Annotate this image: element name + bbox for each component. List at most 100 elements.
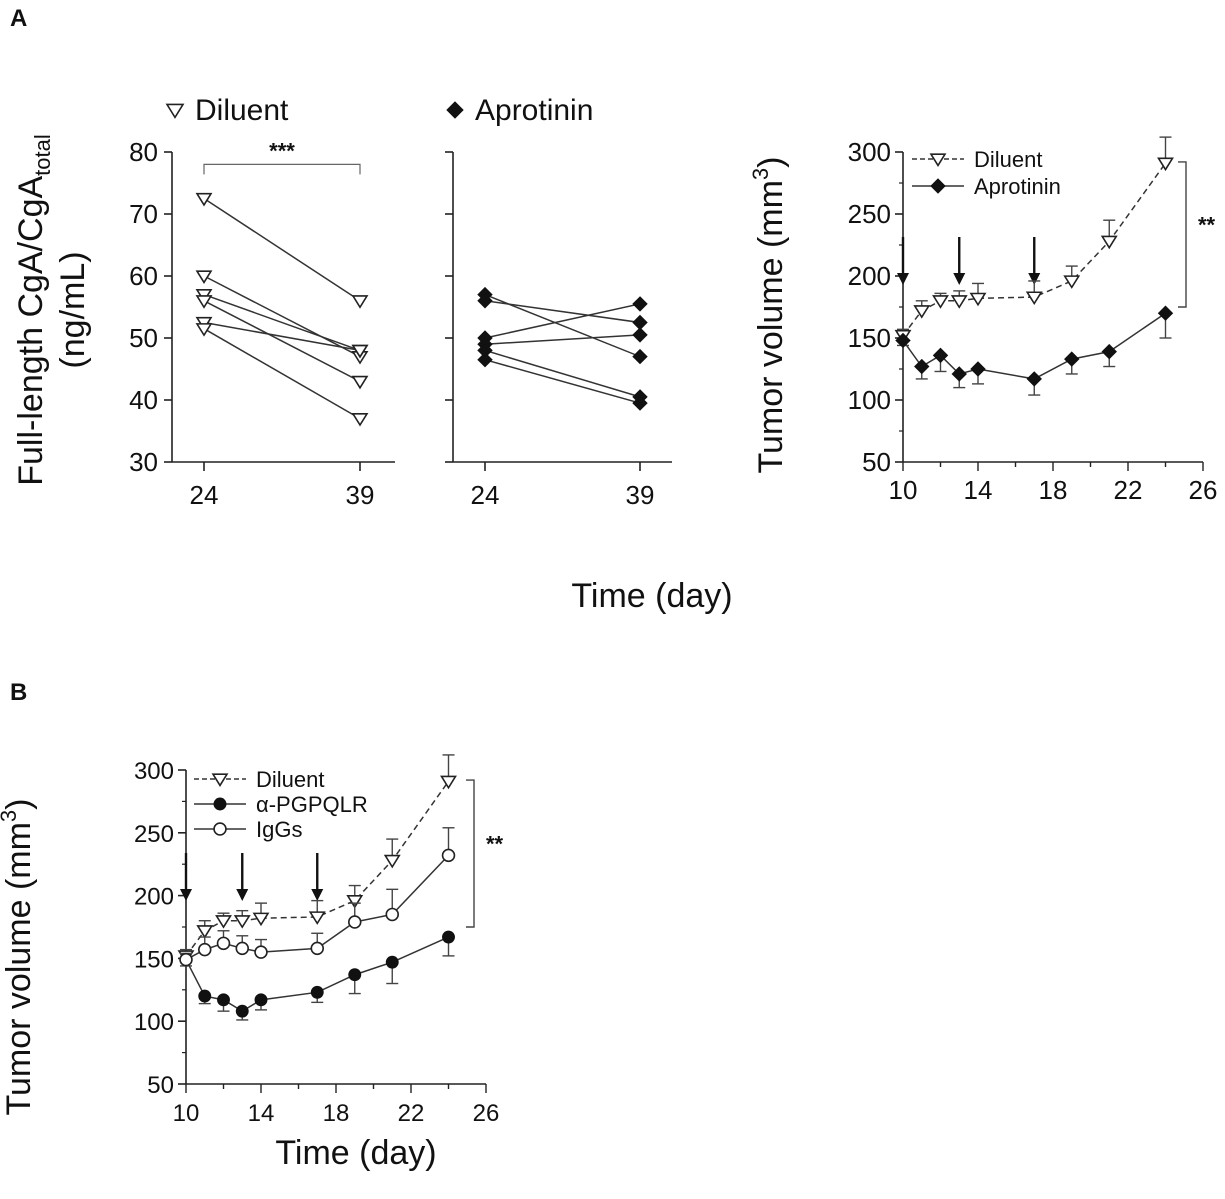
data-point (932, 295, 949, 309)
data-point (1025, 291, 1043, 306)
data-point (477, 351, 493, 368)
data-point (441, 848, 456, 863)
series-diluent (894, 136, 1174, 344)
data-point (1101, 343, 1117, 360)
legend-label: Aprotinin (974, 174, 1061, 199)
series-aprotinin (895, 305, 1174, 396)
x-tick-label: 10 (173, 1100, 200, 1127)
significance-bracket (466, 779, 475, 928)
data-point (217, 993, 230, 1007)
y-axis-label-main: Tumor volume (mm (752, 180, 790, 473)
data-point (179, 952, 193, 967)
y-tick-label: 100 (134, 1009, 174, 1036)
subject-line (195, 323, 369, 427)
data-point (913, 305, 931, 319)
data-point (1064, 351, 1080, 367)
y-tick-label: 40 (129, 385, 158, 415)
data-point (383, 854, 401, 869)
y-axis-label: Tumor volume (mm3) (0, 798, 38, 1115)
subject-connector (203, 275, 361, 358)
treatment-arrow (1028, 237, 1041, 285)
subject-connector (203, 328, 361, 420)
data-point (254, 945, 268, 959)
data-point (970, 361, 986, 377)
data-point (310, 985, 324, 999)
y-tick-label: 300 (134, 758, 174, 785)
data-point (385, 907, 399, 922)
data-point (440, 775, 457, 790)
data-point (632, 395, 648, 411)
data-point (895, 332, 911, 349)
x-tick-label: 18 (1039, 475, 1068, 505)
treatment-arrow (311, 853, 324, 901)
treatment-arrow-head (311, 889, 324, 901)
series-line (902, 312, 1166, 380)
subject-line (477, 327, 648, 352)
treatment-arrow-head (236, 889, 249, 901)
subject-connector (484, 349, 641, 398)
treatment-arrow-head (953, 273, 966, 285)
panel-b-tumor-chart: 50 100 150 200 250 300 10 14 18 22 26 Tumor volume … (0, 754, 504, 1172)
data-point (195, 323, 213, 337)
subject-connector (484, 303, 641, 339)
y-tick-label: 150 (134, 946, 174, 973)
subject-connector (484, 334, 641, 345)
panel-letter-b: B (10, 679, 27, 706)
cga-ylabel-main: Full-length CgA/CgA (12, 176, 50, 486)
data-point (347, 915, 362, 929)
data-point (195, 295, 213, 309)
panel-letter-a: A (10, 5, 27, 32)
aprotinin-cga-chart: 24 39 Aprotinin (445, 94, 672, 510)
data-point (1157, 305, 1174, 321)
subject-line (477, 286, 648, 365)
data-point (196, 925, 214, 939)
diluent-cga-chart: 30 40 50 60 70 80 24 39 Diluent *** (129, 94, 395, 510)
subject-connector (203, 293, 361, 352)
data-point (215, 915, 232, 929)
legend-marker (930, 178, 946, 194)
data-point (216, 936, 231, 951)
subject-line (195, 270, 369, 365)
data-point (235, 941, 250, 956)
x-tick-label: 26 (473, 1100, 500, 1127)
cga-ylabel-sub: total (30, 134, 55, 176)
data-point (1157, 157, 1174, 172)
subject-connector (484, 300, 641, 324)
treatment-arrow (236, 853, 249, 901)
data-point (198, 942, 212, 957)
data-point (632, 327, 648, 343)
data-point (385, 955, 399, 969)
y-tick-label: 30 (129, 447, 158, 477)
x-tick-label: 24 (471, 480, 500, 510)
y-tick-label: 50 (147, 1072, 174, 1099)
data-point (252, 912, 270, 927)
treatment-arrow-head (180, 889, 192, 901)
data-point (632, 348, 648, 365)
significance-bracket (203, 163, 361, 175)
data-point (351, 295, 369, 309)
x-tick-label: 26 (1189, 475, 1218, 505)
y-axis-label-close: ) (0, 798, 38, 809)
x-tick-label: 24 (190, 480, 219, 510)
data-point (632, 296, 648, 312)
data-point (1063, 275, 1081, 289)
x-tick-label: 10 (889, 475, 918, 505)
data-point (308, 911, 326, 925)
data-point (1100, 235, 1118, 250)
x-tick-label: 39 (346, 480, 375, 510)
y-tick-label: 200 (134, 884, 174, 911)
data-point (348, 968, 362, 982)
legend-label: Diluent (195, 94, 289, 127)
series-line (902, 162, 1167, 336)
subject-line (477, 351, 648, 411)
x-tick-label: 14 (964, 475, 993, 505)
data-point (233, 915, 251, 929)
y-axis-label-superscript: 3 (0, 810, 21, 822)
svg-text:Full-length CgA/CgAtotal: Full-length CgA/CgAtotal (12, 134, 55, 486)
y-tick-label: 80 (129, 137, 158, 167)
legend-marker (165, 103, 185, 119)
cga-y-axis-label: Full-length CgA/CgAtotal (ng/mL) (12, 134, 92, 486)
significance-label: ** (486, 832, 504, 857)
data-point (346, 894, 364, 909)
y-tick-label: 50 (129, 323, 158, 353)
